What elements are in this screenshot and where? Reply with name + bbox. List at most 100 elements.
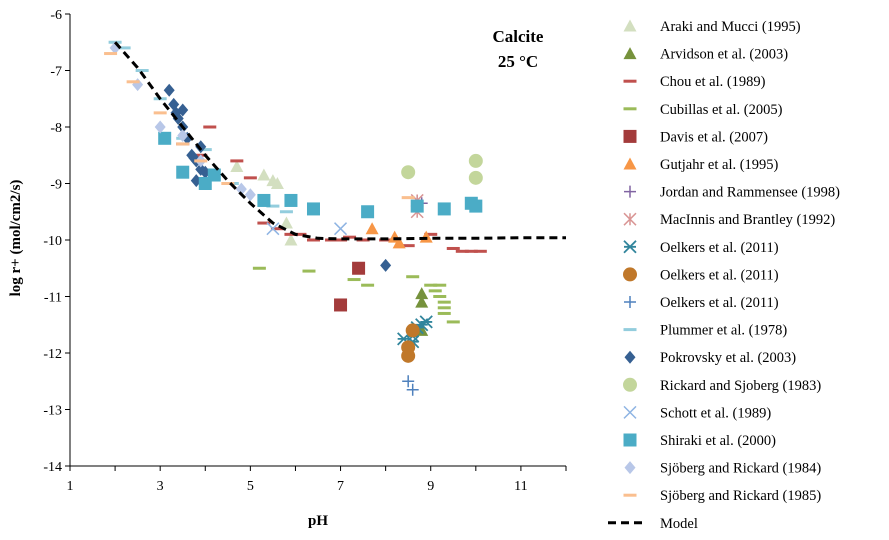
data-point <box>257 193 271 207</box>
legend-label: Davis et al. (2007) <box>660 129 768 145</box>
legend-marker <box>623 433 637 447</box>
legend-label: Sjöberg and Rickard (1985) <box>660 488 821 504</box>
legend-marker <box>623 240 637 254</box>
y-tick-label: -9 <box>50 178 62 193</box>
data-point <box>244 188 256 202</box>
legend-item: Arvidson et al. (2003) <box>623 47 788 63</box>
model-line <box>113 41 566 241</box>
legend-label: Oelkers et al. (2011) <box>660 240 779 256</box>
data-point <box>154 120 166 134</box>
data-point <box>406 383 419 396</box>
data-point <box>306 202 320 216</box>
data-point <box>158 131 172 145</box>
series-3 <box>252 266 460 324</box>
legend-item: Chou et al. (1989) <box>623 74 766 90</box>
legend-item: Araki and Mucci (1995) <box>623 19 801 35</box>
legend-item: Davis et al. (2007) <box>623 129 768 145</box>
legend-item: Jordan and Rammensee (1998) <box>624 185 840 201</box>
data-point <box>392 236 406 249</box>
y-tick-label: -13 <box>43 404 62 419</box>
data-point <box>176 165 190 179</box>
data-point <box>419 230 433 243</box>
legend-item: Shiraki et al. (2000) <box>623 433 776 449</box>
series-9 <box>401 323 420 363</box>
legend-item: Cubillas et al. (2005) <box>623 102 783 118</box>
series-4 <box>334 261 366 312</box>
data-point <box>163 83 175 97</box>
y-tick-label: -6 <box>50 8 62 23</box>
legend-label: Shiraki et al. (2000) <box>660 433 776 449</box>
data-point <box>172 112 184 126</box>
legend-marker <box>623 19 637 32</box>
data-point <box>405 323 420 338</box>
x-axis-title: pH <box>308 513 328 529</box>
series-5 <box>365 222 433 249</box>
data-point <box>402 375 415 388</box>
y-tick-label: -10 <box>43 234 62 249</box>
legend-item: Oelkers et al. (2011) <box>623 240 779 256</box>
data-point <box>235 182 247 196</box>
data-point <box>266 174 280 187</box>
y-axis-title: log r+ (mol/cm2/s) <box>8 180 24 297</box>
legend-item: Gutjahr et al. (1995) <box>623 157 779 173</box>
data-point <box>207 168 221 182</box>
legend-marker <box>623 129 637 143</box>
data-point <box>380 258 392 272</box>
legend-item-model: Model <box>608 516 698 532</box>
data-point <box>334 222 348 236</box>
legend-label: Sjöberg and Rickard (1984) <box>660 461 821 477</box>
x-tick-label: 7 <box>337 479 344 494</box>
legend-label: Gutjahr et al. (1995) <box>660 157 779 173</box>
legend-marker <box>624 185 636 198</box>
data-point <box>361 205 375 219</box>
plot-area <box>104 40 566 396</box>
legend-label: Chou et al. (1989) <box>660 74 766 90</box>
data-point <box>284 193 298 207</box>
legend-item: Sjöberg and Rickard (1985) <box>623 488 821 504</box>
legend-item: Sjöberg and Rickard (1984) <box>624 461 821 477</box>
data-point <box>177 103 189 117</box>
legend-label: Pokrovsky et al. (2003) <box>660 350 796 366</box>
data-point <box>279 216 293 229</box>
data-point <box>284 233 298 246</box>
legend-marker <box>623 157 637 170</box>
series-0 <box>230 160 298 246</box>
data-point <box>415 295 429 308</box>
data-point <box>437 202 451 216</box>
legend-item: Plummer et al. (1978) <box>623 323 787 339</box>
data-point <box>257 168 271 181</box>
legend-label: Rickard and Sjoberg (1983) <box>660 378 821 394</box>
x-tick-label: 3 <box>157 479 164 494</box>
legend-label: Plummer et al. (1978) <box>660 323 787 339</box>
legend-marker <box>623 267 637 282</box>
x-tick-label: 1 <box>67 479 74 494</box>
legend-marker <box>623 47 637 60</box>
y-tick-label: -7 <box>50 65 62 80</box>
data-point <box>266 222 280 236</box>
data-point <box>132 78 144 92</box>
series-10 <box>402 375 419 396</box>
series-13 <box>401 153 483 185</box>
series-15 <box>158 131 483 219</box>
data-point <box>468 153 483 168</box>
data-point <box>334 298 348 312</box>
annotation-mineral: Calcite <box>493 27 544 46</box>
legend-label: Arvidson et al. (2003) <box>660 47 788 63</box>
series-2 <box>176 125 487 253</box>
legend-label: Model <box>660 516 698 532</box>
x-tick-label: 11 <box>514 479 527 494</box>
legend-label: Araki and Mucci (1995) <box>660 19 801 35</box>
legend: Araki and Mucci (1995) Arvidson et al. (2… <box>608 19 840 532</box>
data-point <box>401 348 416 363</box>
legend-item: Pokrovsky et al. (2003) <box>624 350 796 366</box>
y-tick-label: -12 <box>43 347 62 362</box>
y-tick-label: -8 <box>50 121 62 136</box>
axes: -6 -7 -8 -9 -10 -11 -12 -13 -14 1 3 5 7 9 11 <box>43 8 567 494</box>
legend-marker <box>623 377 637 392</box>
data-point <box>195 140 207 154</box>
data-point <box>401 165 416 180</box>
legend-label: Oelkers et al. (2011) <box>660 267 779 283</box>
legend-item: Oelkers et al. (2011) <box>623 267 779 283</box>
legend-label: Jordan and Rammensee (1998) <box>660 185 840 201</box>
data-point <box>352 261 366 275</box>
